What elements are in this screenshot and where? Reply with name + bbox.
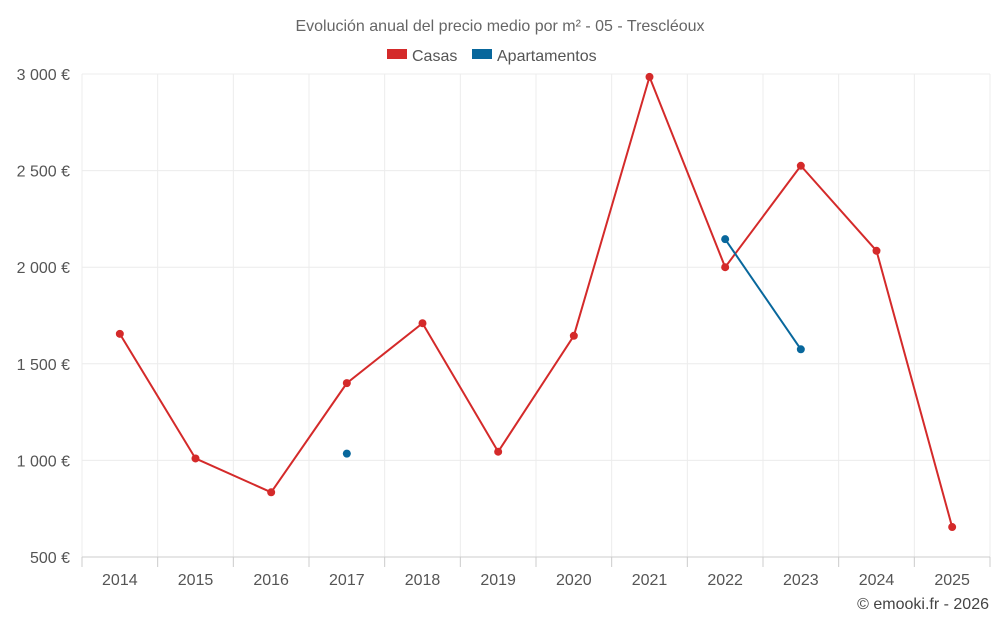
x-tick-label: 2015 [178, 572, 214, 589]
chart-title: Evolución anual del precio medio por m² … [295, 18, 704, 35]
legend-swatch-casas [387, 49, 407, 59]
x-tick-label: 2016 [253, 572, 289, 589]
point-casas-2016[interactable] [267, 488, 276, 497]
legend-item-casas[interactable]: Casas [387, 48, 457, 65]
x-axis-labels: 2014 2015 2016 2017 2018 2019 2020 2021 2022 2023… [102, 572, 970, 589]
x-axis [81, 556, 991, 567]
point-apartamentos-2017[interactable] [342, 449, 351, 458]
point-casas-2019[interactable] [494, 447, 503, 456]
point-casas-2014[interactable] [115, 329, 124, 338]
x-tick-label: 2020 [556, 572, 592, 589]
point-casas-2018[interactable] [418, 319, 427, 328]
legend-swatch-apartamentos [472, 49, 492, 59]
legend: Casas Apartamentos [387, 48, 597, 65]
series-lines [118, 75, 954, 528]
x-gridlines [81, 74, 991, 557]
x-tick-label: 2019 [480, 572, 516, 589]
x-tick-label: 2023 [783, 572, 819, 589]
point-casas-2020[interactable] [569, 331, 578, 340]
y-tick-label: 1 000 € [17, 453, 70, 470]
point-casas-2015[interactable] [191, 454, 200, 463]
x-tick-label: 2025 [934, 572, 970, 589]
x-tick-label: 2014 [102, 572, 138, 589]
x-tick-label: 2021 [632, 572, 668, 589]
credit-text: © emooki.fr - 2026 [857, 596, 989, 613]
y-tick-label: 2 500 € [17, 164, 70, 181]
point-casas-2021[interactable] [645, 72, 654, 81]
y-tick-label: 2 000 € [17, 260, 70, 277]
y-tick-label: 1 500 € [17, 357, 70, 374]
point-apartamentos-2023[interactable] [796, 345, 805, 354]
legend-label-casas: Casas [412, 48, 457, 65]
x-tick-label: 2022 [707, 572, 743, 589]
legend-label-apartamentos: Apartamentos [497, 48, 597, 65]
x-tick-label: 2018 [405, 572, 441, 589]
series-points [115, 72, 957, 532]
x-tick-label: 2024 [859, 572, 895, 589]
point-casas-2024[interactable] [872, 246, 881, 255]
legend-item-apartamentos[interactable]: Apartamentos [472, 48, 597, 65]
y-tick-label: 500 € [30, 550, 70, 567]
y-tick-label: 3 000 € [17, 67, 70, 84]
y-axis-labels: 500 € 1 000 € 1 500 € 2 000 € 2 500 € 3 000 € [17, 67, 70, 567]
point-casas-2017[interactable] [342, 379, 351, 388]
point-casas-2022[interactable] [721, 263, 730, 272]
point-casas-2023[interactable] [796, 161, 805, 170]
series-line-apartamentos [724, 238, 802, 350]
point-apartamentos-2022[interactable] [721, 235, 730, 244]
series-line-casas [118, 75, 954, 528]
x-tick-label: 2017 [329, 572, 365, 589]
point-casas-2025[interactable] [948, 523, 957, 532]
